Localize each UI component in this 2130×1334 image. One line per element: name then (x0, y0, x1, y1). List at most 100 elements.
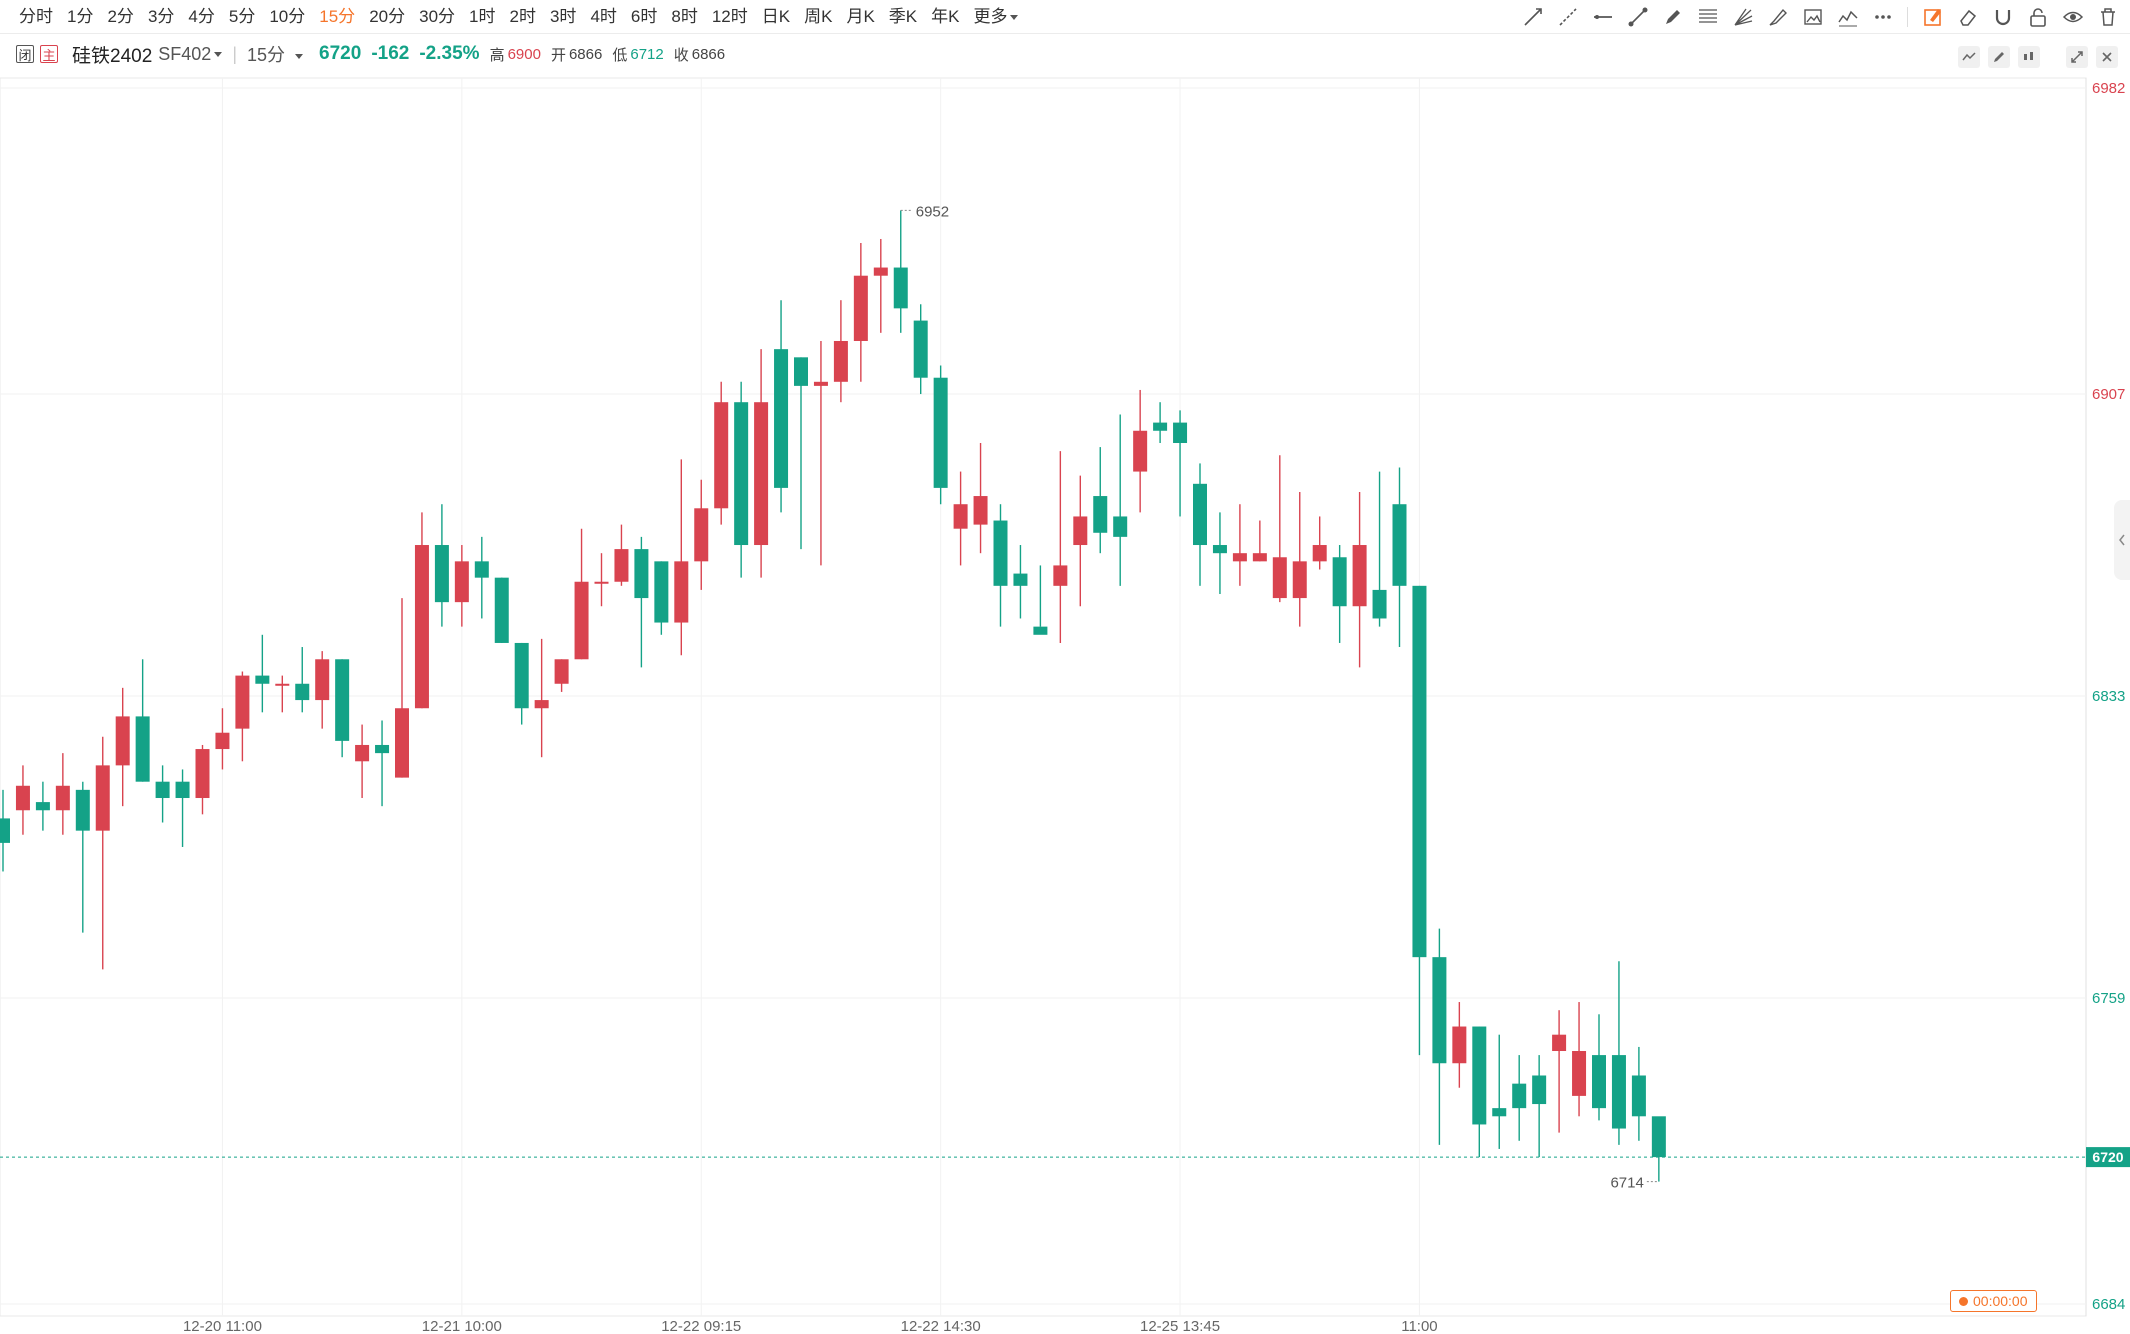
fan-tool[interactable] (1730, 5, 1755, 30)
candle-body (1412, 585, 1427, 958)
candle-body (1312, 545, 1327, 562)
pen-icon (1665, 10, 1680, 24)
price-change: -162 (371, 43, 410, 64)
candle-body (1392, 504, 1407, 586)
period-14[interactable]: 6时 (630, 7, 658, 26)
eye-icon (2062, 11, 2083, 23)
candle-body (15, 785, 30, 811)
candle-body (1133, 430, 1148, 472)
period-4[interactable]: 4分 (188, 7, 215, 26)
candle-body (175, 781, 190, 799)
expand-icon (2071, 51, 2083, 63)
candle-body (674, 561, 689, 623)
segment-tool[interactable] (1625, 5, 1650, 30)
eraser-tool[interactable] (1955, 5, 1980, 30)
fibonacci-tool[interactable] (1695, 5, 1720, 30)
toolbar: 分时 1分 2分 3分 4分 5分 10分 15分 20分 30分 1时 2时 3时 4时 6时 8时 12时日… (0, 0, 2130, 34)
candle-body (255, 675, 270, 684)
period-21[interactable]: 年K (931, 7, 960, 26)
symbol-code: SF402 (158, 43, 212, 64)
period-17[interactable]: 日K (761, 7, 791, 26)
pen-tool[interactable] (1660, 5, 1685, 30)
lock-tool[interactable] (2025, 5, 2050, 30)
chart-style-button[interactable] (2018, 46, 2040, 68)
brush-tool[interactable] (1765, 5, 1790, 30)
trend-line-icon (1523, 8, 1542, 26)
wave-tool[interactable] (1835, 5, 1860, 30)
candle-body (1332, 557, 1347, 607)
pencil-icon (1994, 52, 2004, 62)
candle-body (494, 577, 509, 643)
candle-body (794, 357, 808, 386)
period-11[interactable]: 2时 (509, 7, 536, 26)
period-15[interactable]: 8时 (671, 7, 698, 26)
candle-body (474, 561, 489, 578)
timer-value: 00:00:00 (1973, 1293, 2028, 1309)
tool-separator (1907, 7, 1908, 27)
period-3[interactable]: 3分 (147, 7, 175, 26)
y-tick-label: 6833 (2092, 688, 2125, 705)
trash-tool[interactable] (2095, 5, 2120, 30)
horizontal-line-tool[interactable] (1590, 5, 1615, 30)
magnet-tool[interactable] (1990, 5, 2015, 30)
candle-body (414, 545, 429, 709)
low-label: 低 (612, 46, 628, 64)
edit-button[interactable] (1988, 46, 2010, 68)
draw-mode-icon (1923, 9, 1941, 26)
candle-body (454, 561, 469, 603)
candle-body (0, 818, 10, 843)
period-7[interactable]: 15分 (319, 7, 356, 26)
ray-line-tool[interactable] (1555, 5, 1580, 30)
period-20[interactable]: 季K (888, 7, 918, 26)
period-10[interactable]: 1时 (469, 7, 496, 26)
candle-body (115, 716, 130, 766)
fullscreen-button[interactable] (2066, 46, 2088, 68)
candle-body (235, 675, 250, 729)
candle-body (1592, 1055, 1606, 1109)
candle-body (395, 708, 409, 778)
image-tool[interactable] (1800, 5, 1825, 30)
indicator-button[interactable] (1958, 46, 1980, 68)
period-13[interactable]: 4时 (590, 7, 617, 26)
period-18[interactable]: 周K (804, 7, 833, 26)
period-5[interactable]: 5分 (228, 7, 256, 26)
close-button[interactable] (2096, 46, 2118, 68)
candle-body (1512, 1083, 1527, 1109)
eye-tool[interactable] (2060, 5, 2085, 30)
period-19[interactable]: 月K (846, 7, 875, 26)
candle-body (1272, 557, 1287, 599)
close-icon (2102, 52, 2112, 62)
period-16[interactable]: 12时 (711, 7, 748, 26)
chart-corner-tools (1958, 46, 2118, 68)
interval-dropdown[interactable]: 15分 (247, 41, 304, 67)
period-1[interactable]: 1分 (67, 7, 94, 26)
horizontal-line-icon (1593, 15, 1612, 19)
x-tick-label: 12-22 09:15 (661, 1318, 741, 1334)
period-22[interactable]: 更多 (966, 0, 1025, 34)
symbol-name[interactable]: 硅铁2402 (72, 41, 152, 68)
candle-body (1452, 1026, 1467, 1064)
period-9[interactable]: 30分 (419, 7, 456, 26)
period-8[interactable]: 20分 (369, 7, 406, 26)
period-6[interactable]: 10分 (269, 7, 306, 26)
period-0[interactable]: 分时 (19, 7, 53, 26)
side-panel-toggle[interactable] (2114, 500, 2130, 580)
period-12[interactable]: 3时 (549, 7, 577, 26)
symbol-code-dropdown[interactable]: SF402 (158, 43, 223, 65)
candle-body (1492, 1108, 1507, 1117)
candle-body (1013, 573, 1028, 586)
last-price: 6720 (319, 43, 362, 64)
candle-body (1532, 1075, 1547, 1105)
fan-icon (1733, 8, 1752, 26)
candle-body (1153, 422, 1168, 431)
candle-body (1252, 553, 1267, 562)
chevron-left-icon (2119, 534, 2125, 546)
period-2[interactable]: 2分 (107, 7, 134, 26)
x-tick-label: 12-25 13:45 (1140, 1318, 1220, 1334)
candle-body (1232, 553, 1247, 562)
draw-mode-tool[interactable] (1920, 5, 1945, 30)
candle-body (913, 320, 928, 378)
more-dots-tool[interactable] (1870, 5, 1895, 30)
trend-line-tool[interactable] (1520, 5, 1545, 30)
